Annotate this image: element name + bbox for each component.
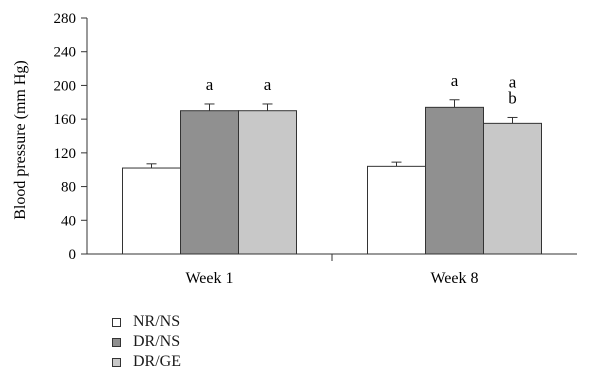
- legend-swatch: [112, 317, 121, 327]
- legend-item: DR/GE: [112, 352, 181, 372]
- y-tick-label: 200: [54, 78, 77, 94]
- legend-item: DR/NS: [112, 332, 181, 352]
- significance-annotation: a: [264, 75, 272, 94]
- legend-swatch: [112, 357, 121, 367]
- bar-dr-ge-1: [483, 122, 542, 255]
- bar-dr-ge-0: [238, 110, 297, 255]
- legend-item: NR/NS: [112, 312, 181, 332]
- significance-annotation: a: [206, 75, 214, 94]
- legend-label: DR/GE: [133, 353, 181, 370]
- y-tick-label: 120: [54, 146, 77, 162]
- y-tick-label: 80: [61, 180, 76, 196]
- bar-nr-ns-0: [122, 167, 181, 255]
- bar-dr-ns-0: [180, 110, 239, 255]
- y-tick-label: 280: [54, 11, 77, 27]
- bar-nr-ns-1: [367, 165, 426, 255]
- x-axis-categories: Week 1 Week 8: [185, 254, 479, 287]
- significance-annotation: b: [508, 88, 517, 107]
- bars: [122, 99, 542, 255]
- x-category-label: Week 1: [185, 270, 233, 287]
- y-tick-label: 240: [54, 45, 77, 61]
- legend-swatch: [112, 337, 121, 347]
- legend-label: DR/NS: [133, 333, 181, 350]
- y-tick-label: 160: [54, 112, 77, 128]
- legend: NR/NS DR/NS DR/GE: [112, 312, 181, 372]
- bar-annotations: a a a ab: [206, 71, 517, 108]
- y-tick-label: 0: [69, 247, 77, 263]
- significance-annotation: a: [509, 72, 517, 91]
- y-tick-label: 40: [61, 213, 76, 229]
- y-axis-ticks: 0 40 80 120 160 200 240 280: [54, 11, 87, 263]
- legend-label: NR/NS: [133, 313, 181, 330]
- x-category-label: Week 8: [430, 270, 478, 287]
- y-axis-title: Blood pressure (mm Hg): [12, 60, 29, 220]
- bar-dr-ns-1: [425, 106, 484, 255]
- significance-annotation: a: [451, 71, 459, 90]
